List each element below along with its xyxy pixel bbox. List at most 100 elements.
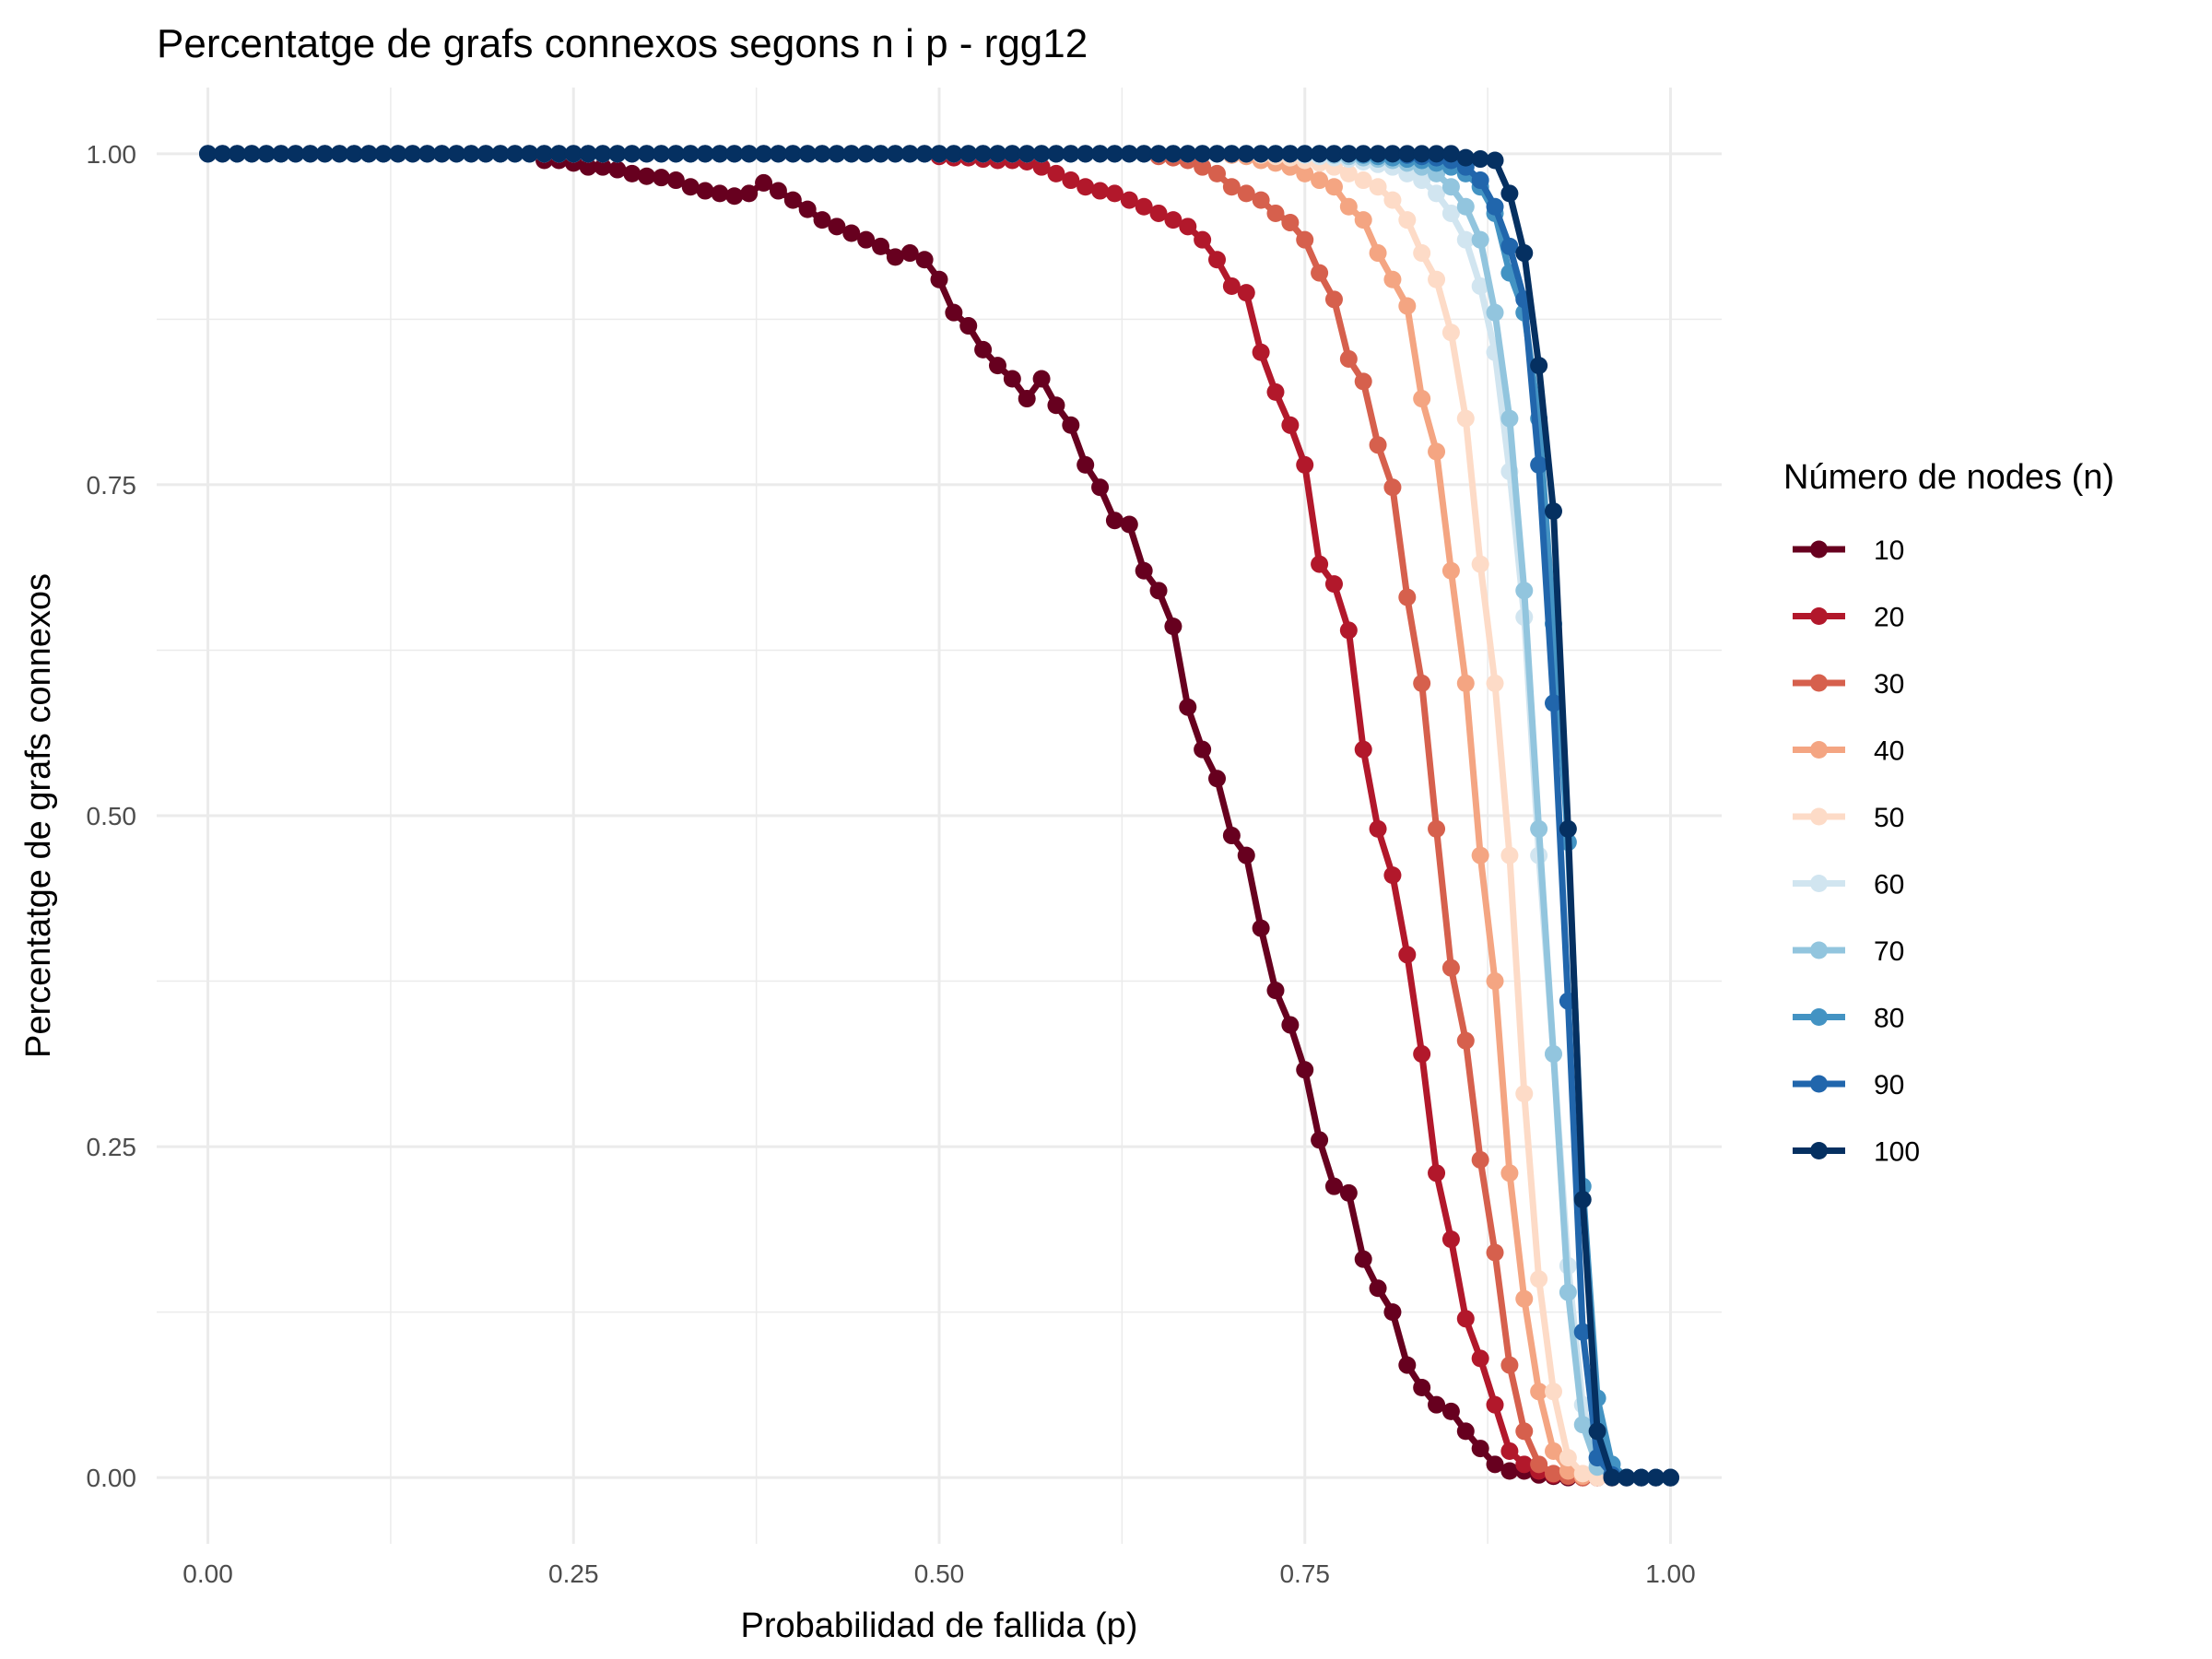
data-point — [711, 145, 729, 163]
data-point — [1077, 455, 1095, 474]
data-point — [1311, 171, 1329, 190]
data-point — [1047, 164, 1065, 182]
data-point — [1018, 145, 1036, 163]
data-point — [1545, 1465, 1562, 1483]
data-point — [1237, 284, 1255, 302]
data-point — [1515, 582, 1534, 600]
data-point — [1339, 197, 1358, 216]
data-point — [1545, 1045, 1562, 1064]
x-tick-label: 0.00 — [182, 1559, 233, 1588]
legend-label: 20 — [1874, 603, 1904, 633]
data-point — [886, 248, 904, 266]
legend-label: 70 — [1874, 936, 1904, 967]
legend-item-40: 40 — [1793, 736, 1904, 767]
data-point — [769, 182, 787, 200]
data-point — [755, 145, 773, 163]
data-point — [1545, 694, 1562, 712]
legend-item-80: 80 — [1793, 1004, 1904, 1034]
data-point — [1311, 145, 1329, 163]
axis-ticks: 0.00 0.25 0.50 0.75 1.00 0.00 0.25 0.50 0.75 1.00 — [87, 140, 1696, 1588]
data-point — [945, 145, 963, 163]
data-point — [1077, 178, 1095, 196]
data-point — [1530, 819, 1548, 838]
data-point — [1266, 145, 1285, 163]
data-point — [1486, 303, 1504, 322]
data-point — [462, 145, 480, 163]
data-point — [783, 191, 802, 209]
data-point — [1515, 1289, 1534, 1308]
data-point — [1441, 1230, 1460, 1249]
data-point — [1296, 230, 1314, 249]
data-point — [1573, 1323, 1592, 1341]
data-point — [959, 317, 978, 335]
data-point — [1120, 191, 1138, 209]
data-point — [1456, 1422, 1475, 1441]
data-point — [345, 145, 363, 163]
data-point — [1135, 561, 1153, 580]
data-point — [579, 145, 597, 163]
data-point — [1237, 846, 1255, 865]
data-point — [1500, 1164, 1519, 1182]
data-point — [1105, 145, 1124, 163]
data-point — [1471, 1440, 1489, 1458]
data-point — [1164, 145, 1182, 163]
data-point — [1354, 171, 1372, 190]
x-tick-label: 0.25 — [548, 1559, 599, 1588]
data-point — [740, 145, 759, 163]
data-point — [594, 158, 612, 176]
data-point — [608, 145, 627, 163]
data-point — [900, 244, 919, 263]
legend-item-100: 100 — [1793, 1137, 1920, 1168]
data-point — [1383, 866, 1402, 885]
data-point — [257, 145, 276, 163]
data-point — [199, 145, 218, 163]
data-point — [1324, 575, 1343, 594]
data-point — [1324, 290, 1343, 309]
data-point — [1530, 455, 1548, 474]
data-point — [652, 145, 670, 163]
legend-item-70: 70 — [1793, 936, 1904, 967]
data-point — [842, 224, 861, 242]
data-point — [1222, 276, 1241, 295]
data-point — [1428, 819, 1446, 838]
data-point — [988, 357, 1006, 375]
data-point — [1281, 416, 1300, 434]
data-point — [1383, 478, 1402, 497]
data-point — [1135, 145, 1153, 163]
data-point — [915, 145, 934, 163]
data-point — [915, 251, 934, 269]
data-point — [477, 145, 495, 163]
data-point — [1456, 674, 1475, 692]
y-tick-label: 0.75 — [87, 471, 137, 500]
series-100 — [199, 145, 1679, 1487]
data-point — [988, 145, 1006, 163]
legend-key-marker — [1810, 875, 1828, 892]
data-point — [1398, 588, 1417, 606]
data-point — [242, 145, 261, 163]
data-point — [1530, 357, 1548, 375]
data-point — [1441, 324, 1460, 342]
data-point — [316, 145, 334, 163]
data-point — [711, 184, 729, 203]
data-point — [1062, 416, 1080, 434]
data-point — [1222, 827, 1241, 845]
data-point — [1354, 372, 1372, 391]
data-point — [535, 145, 554, 163]
data-point — [769, 145, 787, 163]
data-point — [1661, 1468, 1679, 1487]
x-tick-label: 1.00 — [1645, 1559, 1696, 1588]
data-point — [1486, 674, 1504, 692]
data-point — [1486, 151, 1504, 170]
data-point — [1281, 214, 1300, 232]
data-point — [1164, 211, 1182, 229]
data-point — [418, 145, 437, 163]
data-point — [1456, 148, 1475, 167]
legend-key-marker — [1810, 807, 1828, 826]
data-point — [1194, 145, 1212, 163]
data-point — [1413, 171, 1431, 190]
data-point — [1530, 1455, 1548, 1474]
legend-key-marker — [1810, 607, 1828, 625]
data-point — [828, 145, 846, 163]
